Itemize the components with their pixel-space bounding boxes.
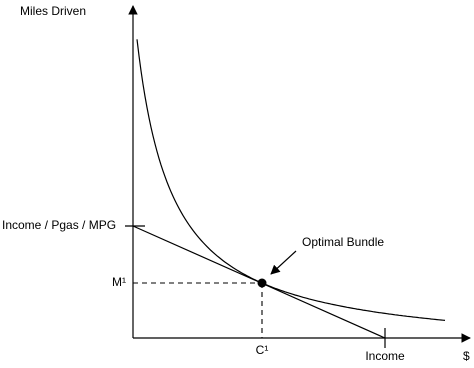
y-axis-label: Miles Driven <box>20 4 86 18</box>
callout-arrow <box>270 250 297 275</box>
optimal-label: Optimal Bundle <box>302 235 384 249</box>
intercept-label: Income / Pgas / MPG <box>2 218 116 232</box>
c1-label: C¹ <box>256 343 269 357</box>
income-label: Income <box>365 349 405 363</box>
m1-label: M¹ <box>112 275 126 289</box>
indifference-curve <box>136 39 446 321</box>
x-axis-label: $ <box>463 349 470 363</box>
optimal-point <box>257 278 267 288</box>
